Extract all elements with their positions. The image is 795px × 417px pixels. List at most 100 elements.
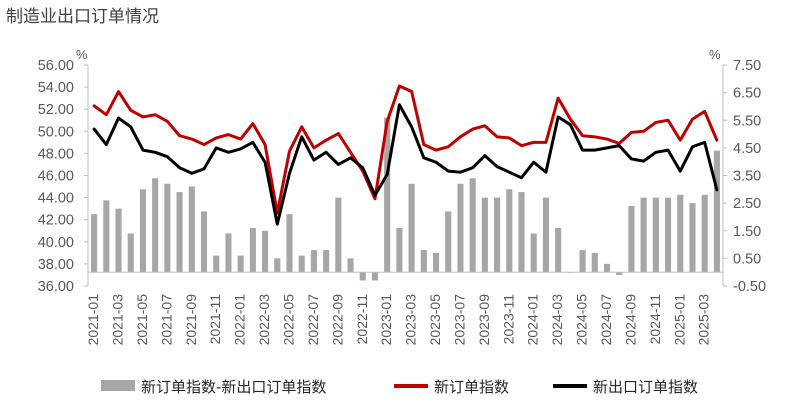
x-tick-label: 2024-11 [647,294,663,345]
y-left-tick-label: 52.00 [38,102,74,118]
x-tick-label: 2021-05 [134,294,150,346]
y-left-tick-label: 44.00 [38,191,74,207]
y-left-tick-label: 46.00 [38,169,74,185]
bar [408,183,415,273]
x-tick-label: 2022-05 [280,294,296,346]
y-left-unit: % [76,47,88,62]
bar [139,189,147,273]
y-left-tick-label: 54.00 [38,80,74,96]
x-tick-label: 2023-03 [403,294,419,346]
y-right-tick-label: 1.50 [733,224,761,240]
bar [530,233,537,273]
x-tick-label: 2022-07 [305,294,321,346]
bars-layer [91,117,720,281]
bar [652,197,659,273]
bar [164,183,171,273]
y-right-tick-label: 3.50 [733,169,761,185]
new-orders-line [92,84,719,215]
x-tick-label: 2022-11 [354,294,370,345]
bar [689,203,696,273]
y-right-tick-label: 4.50 [733,141,761,157]
x-tick-label: 2024-05 [574,294,590,346]
bar [579,250,586,273]
x-tick-label: 2025-01 [671,294,687,346]
x-tick-label: 2024-07 [598,294,614,346]
y-right-tick-label: 0.50 [733,251,761,267]
bar [323,250,330,273]
bar [347,258,354,273]
bar [445,211,452,273]
bar [249,227,256,273]
bar [225,233,232,273]
bar [469,178,476,273]
bar [457,183,464,273]
y-left-tick-label: 48.00 [38,146,74,162]
x-tick-label: 2022-01 [232,294,248,346]
bar [213,255,220,273]
bar [518,192,525,273]
y-left-tick-label: 56.00 [38,58,74,74]
bar [371,272,379,281]
x-tick-label: 2022-09 [329,294,345,346]
x-tick-label: 2023-07 [451,294,467,346]
lines-layer [92,84,719,226]
x-tick-label: 2021-01 [85,294,101,346]
bar [591,252,598,273]
bar [640,197,647,273]
labels-layer: 36.00 38.00 40.00 42.00 44.00 46.00 48.00 50.00… [38,47,766,345]
bar [237,255,244,273]
bar [298,255,305,273]
bar [127,233,134,273]
bar [176,192,183,273]
bar [396,227,403,273]
bar [603,263,611,273]
bar [420,250,427,273]
y-right-unit: % [709,47,721,62]
y-left-tick-label: 42.00 [38,213,74,229]
x-tick-label: 2023-09 [476,294,492,346]
legend-swatch [101,380,135,391]
x-tick-label: 2021-03 [110,294,126,346]
y-right-tick-label: 7.50 [733,58,761,74]
bar [701,194,708,273]
legend-item-spread: 新订单指数-新出口订单指数 [141,378,326,396]
y-right-tick-label: -0.50 [733,279,766,295]
x-tick-label: 2024-09 [622,294,638,346]
y-right-tick-label: 6.50 [733,86,761,102]
bar [188,186,195,273]
bar [506,189,513,273]
bar [262,230,269,273]
y-left-tick-label: 50.00 [38,124,74,140]
legend-item-new-export-orders: 新出口订单指数 [593,378,698,396]
x-tick-label: 2023-11 [500,294,516,345]
x-tick-label: 2022-03 [256,294,272,346]
y-left-tick-label: 38.00 [38,257,74,273]
bar [555,227,562,273]
bar [713,150,720,273]
bar [481,197,488,273]
bar [91,214,98,273]
bar [432,252,440,273]
bar [335,197,342,273]
bar [384,117,391,273]
bar [103,200,110,273]
bar [664,197,672,273]
new-export-orders-line [92,103,719,226]
bar [359,272,366,281]
bar [677,194,684,273]
bar [115,208,122,273]
x-tick-label: 2021-07 [158,294,174,346]
x-tick-label: 2024-01 [525,294,541,346]
x-tick-label: 2021-09 [183,294,199,346]
bar [152,178,159,273]
bar [286,214,293,273]
y-left-tick-label: 40.00 [38,235,74,251]
bar [542,197,549,273]
legend-item-new-orders: 新订单指数 [434,378,509,396]
axes-layer [84,64,727,287]
bar [494,197,501,273]
legend: 新订单指数-新出口订单指数 新订单指数 新出口订单指数 [101,378,698,396]
bar [274,258,281,273]
x-tick-label: 2021-11 [207,294,223,345]
